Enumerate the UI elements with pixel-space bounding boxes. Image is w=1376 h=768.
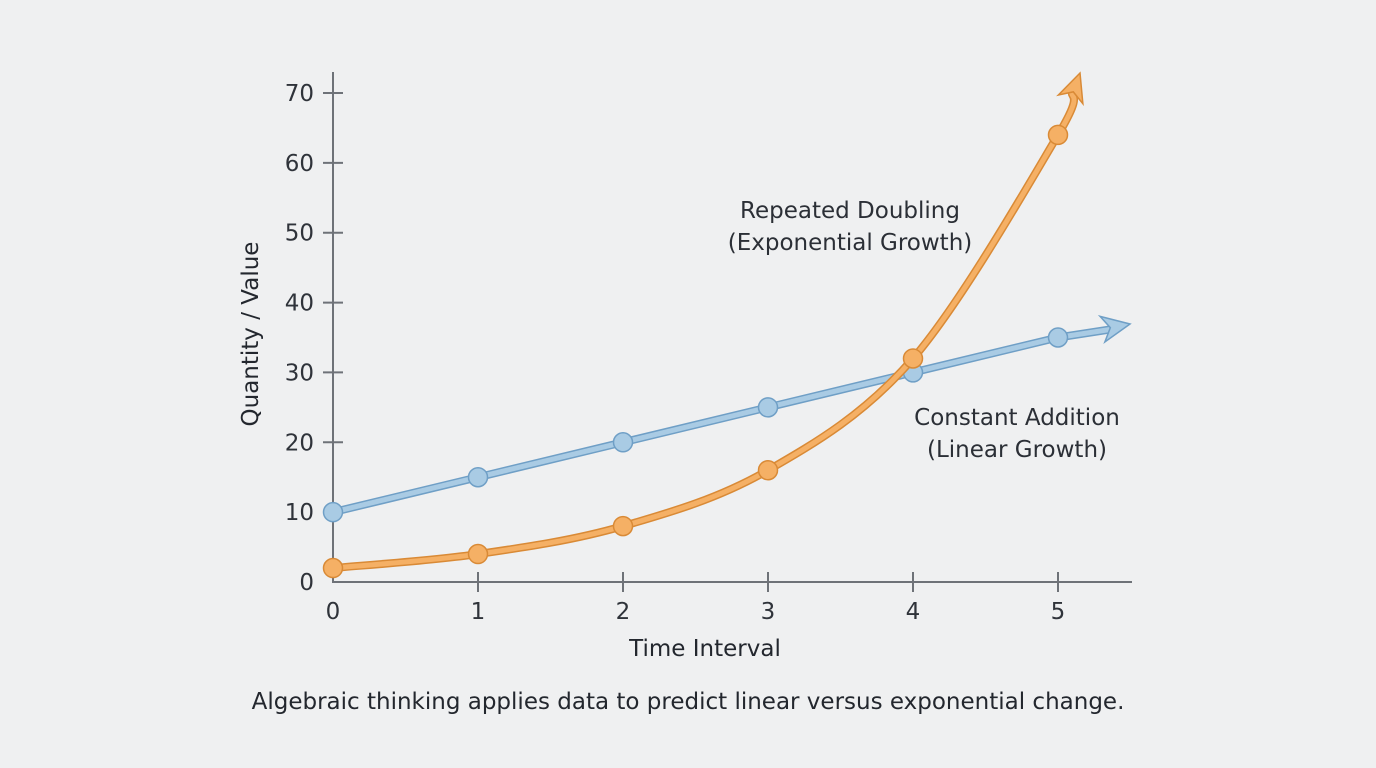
annotation-exponential-line1: Repeated Doubling: [740, 198, 960, 224]
series-linear-growth: [322, 315, 1132, 523]
y-axis-title: Quantity / Value: [238, 242, 264, 427]
y-tick-label: 40: [285, 291, 314, 317]
series-exponential-growth: [322, 71, 1084, 579]
data-point: [902, 348, 924, 369]
x-tick-label: 4: [906, 599, 921, 625]
data-point: [612, 432, 634, 453]
annotation-linear-line1: Constant Addition: [914, 405, 1120, 431]
data-point: [612, 515, 634, 537]
data-point: [1047, 327, 1069, 348]
x-tick-label: 2: [616, 599, 631, 625]
data-point: [322, 557, 344, 579]
y-tick-label: 10: [285, 500, 314, 526]
y-axis: 0 10 20 30 40 50 60 70: [285, 72, 343, 596]
arrow-head-icon: [1097, 315, 1132, 344]
data-point: [467, 543, 489, 565]
annotation-linear: Constant Addition (Linear Growth): [914, 405, 1120, 463]
y-tick-label: 30: [285, 360, 314, 386]
arrow-head-icon: [1056, 71, 1084, 107]
data-point: [757, 397, 779, 418]
y-tick-label: 0: [299, 570, 314, 596]
data-point: [757, 459, 779, 481]
x-axis: 0 1 2 3 4 5: [326, 572, 1132, 625]
x-tick-label: 1: [471, 599, 486, 625]
data-point: [467, 466, 489, 488]
y-tick-label: 20: [285, 430, 314, 456]
y-tick-label: 60: [285, 151, 314, 177]
y-tick-label: 70: [285, 81, 314, 107]
y-tick-label: 50: [285, 221, 314, 247]
annotation-exponential-line2: (Exponential Growth): [728, 230, 973, 256]
x-axis-title: Time Interval: [628, 636, 781, 662]
chart-caption: Algebraic thinking applies data to predi…: [252, 689, 1125, 715]
annotation-linear-line2: (Linear Growth): [927, 437, 1107, 463]
data-point: [322, 501, 344, 523]
data-point: [1047, 124, 1069, 146]
x-tick-label: 3: [761, 599, 776, 625]
x-tick-label: 5: [1051, 599, 1066, 625]
x-tick-label: 0: [326, 599, 341, 625]
annotation-exponential: Repeated Doubling (Exponential Growth): [728, 198, 973, 256]
